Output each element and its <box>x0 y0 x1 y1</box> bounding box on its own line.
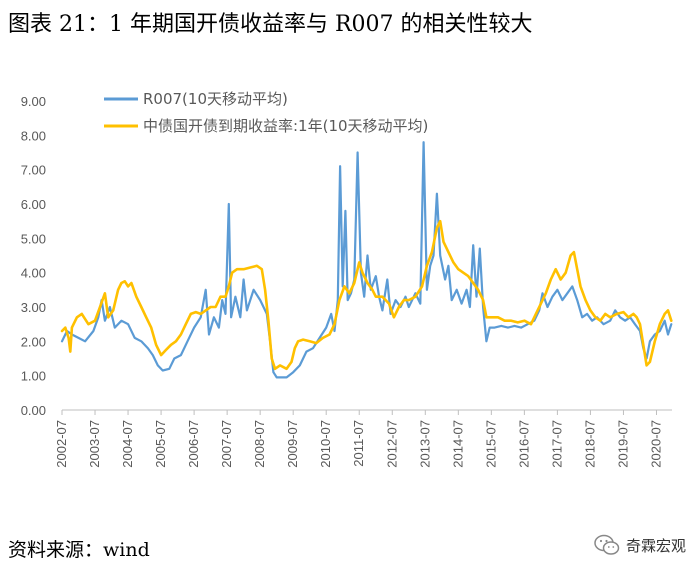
x-tick-label: 2015-07 <box>483 420 498 468</box>
wechat-icon <box>594 534 620 555</box>
y-tick-label: 5.00 <box>21 231 46 246</box>
x-tick-label: 2007-07 <box>219 420 234 468</box>
y-tick-label: 3.00 <box>21 300 46 315</box>
y-tick-label: 7.00 <box>21 163 46 178</box>
x-tick-label: 2004-07 <box>120 420 135 468</box>
x-tick-label: 2011-07 <box>351 420 366 467</box>
legend: R007(10天移动平均) 中债国开债到期收益率:1年(10天移动平均) <box>104 90 428 135</box>
y-tick-label: 9.00 <box>21 94 46 109</box>
y-tick-label: 6.00 <box>21 197 46 212</box>
x-tick-label: 2016-07 <box>516 420 531 468</box>
x-tick-label: 2009-07 <box>285 420 300 468</box>
series-line-r007 <box>60 141 673 379</box>
x-tick-label: 2014-07 <box>450 420 465 468</box>
legend-label: R007(10天移动平均) <box>143 90 288 108</box>
brand-name: 奇霖宏观 <box>625 536 686 555</box>
x-tick-label: 2002-07 <box>54 420 69 468</box>
x-tick-label: 2012-07 <box>384 420 399 468</box>
x-tick-label: 2017-07 <box>549 420 564 468</box>
y-tick-label: 8.00 <box>21 128 46 143</box>
x-axis: 2002-07 2003-07 2004-07 2005-07 2006-07 2007-… <box>54 409 672 468</box>
x-tick-label: 2020-07 <box>648 420 663 468</box>
series-layer <box>60 141 673 379</box>
page-title: 图表 21：1 年期国开债收益率与 R007 的相关性较大 <box>8 12 533 37</box>
x-tick-label: 2010-07 <box>318 420 333 468</box>
legend-label: 中债国开债到期收益率:1年(10天移动平均) <box>143 117 428 135</box>
y-tick-label: 2.00 <box>21 334 46 349</box>
x-tick-label: 2006-07 <box>186 420 201 468</box>
y-axis-ticks: 0.00 1.00 2.00 3.00 4.00 5.00 6.00 7.00 8.00 9.00 <box>21 94 46 418</box>
source-note: 资料来源：wind <box>8 539 150 561</box>
x-tick-label: 2003-07 <box>87 420 102 468</box>
brand-watermark: 奇霖宏观 <box>594 534 686 556</box>
x-tick-label: 2005-07 <box>153 420 168 468</box>
x-tick-label: 2008-07 <box>252 420 267 468</box>
chart: 0.00 1.00 2.00 3.00 4.00 5.00 6.00 7.00 8.00 9.00… <box>21 90 673 468</box>
y-tick-label: 4.00 <box>21 266 46 281</box>
x-tick-label: 2019-07 <box>615 420 630 468</box>
y-tick-label: 1.00 <box>21 369 46 384</box>
x-tick-label: 2018-07 <box>582 420 597 468</box>
y-tick-label: 0.00 <box>21 403 46 418</box>
series-line-cdb-1y <box>60 219 673 371</box>
x-tick-label: 2013-07 <box>417 420 432 468</box>
